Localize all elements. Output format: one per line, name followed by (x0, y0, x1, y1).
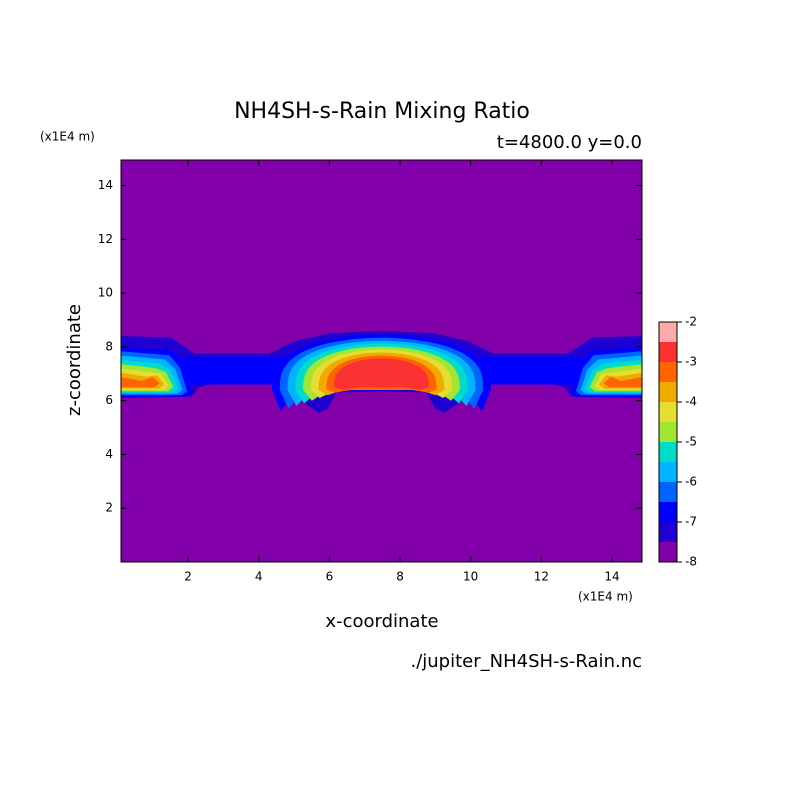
chart-title: NH4SH-s-Rain Mixing Ratio (234, 99, 530, 124)
colorbar-cell (659, 422, 677, 442)
x-tick-label: 10 (463, 570, 478, 584)
colorbar-cell (659, 462, 677, 482)
y-tick-label: 2 (105, 501, 113, 515)
contour-region (334, 358, 429, 390)
x-axis-label: x-coordinate (325, 611, 438, 632)
x-tick-label: 12 (534, 570, 549, 584)
y-tick-label: 10 (98, 286, 113, 300)
y-tick-label: 12 (98, 232, 113, 246)
colorbar-cell (659, 542, 677, 562)
colorbar-tick-label: -6 (685, 475, 697, 489)
x-tick-label: 2 (184, 570, 192, 584)
colorbar-cell (659, 522, 677, 542)
colorbar-tick-label: -2 (685, 315, 697, 329)
y-tick-label: 6 (105, 393, 113, 407)
colorbar-tick-label: -3 (685, 355, 697, 369)
colorbar-cell (659, 442, 677, 462)
plot-frame (120, 159, 643, 563)
x-tick-label: 6 (326, 570, 334, 584)
x-tick-label: 8 (396, 570, 404, 584)
colorbar-tick-label: -4 (685, 395, 697, 409)
x-tick-label: 14 (604, 570, 619, 584)
colorbar-cell (659, 382, 677, 402)
colorbar-cell (659, 482, 677, 502)
colorbar-tick-label: -7 (685, 515, 697, 529)
y-tick-label: 8 (105, 339, 113, 353)
y-axis-label: z-coordinate (64, 304, 85, 416)
y-tick-label: 4 (105, 447, 113, 461)
y-unit: (x1E4 m) (40, 130, 95, 144)
colorbar-cell (659, 502, 677, 522)
x-unit: (x1E4 m) (578, 590, 633, 604)
source-label: ./jupiter_NH4SH-s-Rain.nc (410, 651, 642, 672)
colorbar-cell (659, 402, 677, 422)
colorbar-cell (659, 342, 677, 362)
contour-region (121, 376, 160, 388)
colorbar-tick-label: -8 (685, 555, 697, 569)
colorbar-cell (659, 322, 677, 342)
x-tick-label: 4 (255, 570, 263, 584)
colorbar-cell (659, 362, 677, 382)
y-tick-label: 14 (98, 178, 113, 192)
contour-region (603, 376, 642, 388)
colorbar-tick-label: -5 (685, 435, 697, 449)
chart-subtitle: t=4800.0 y=0.0 (497, 132, 642, 153)
